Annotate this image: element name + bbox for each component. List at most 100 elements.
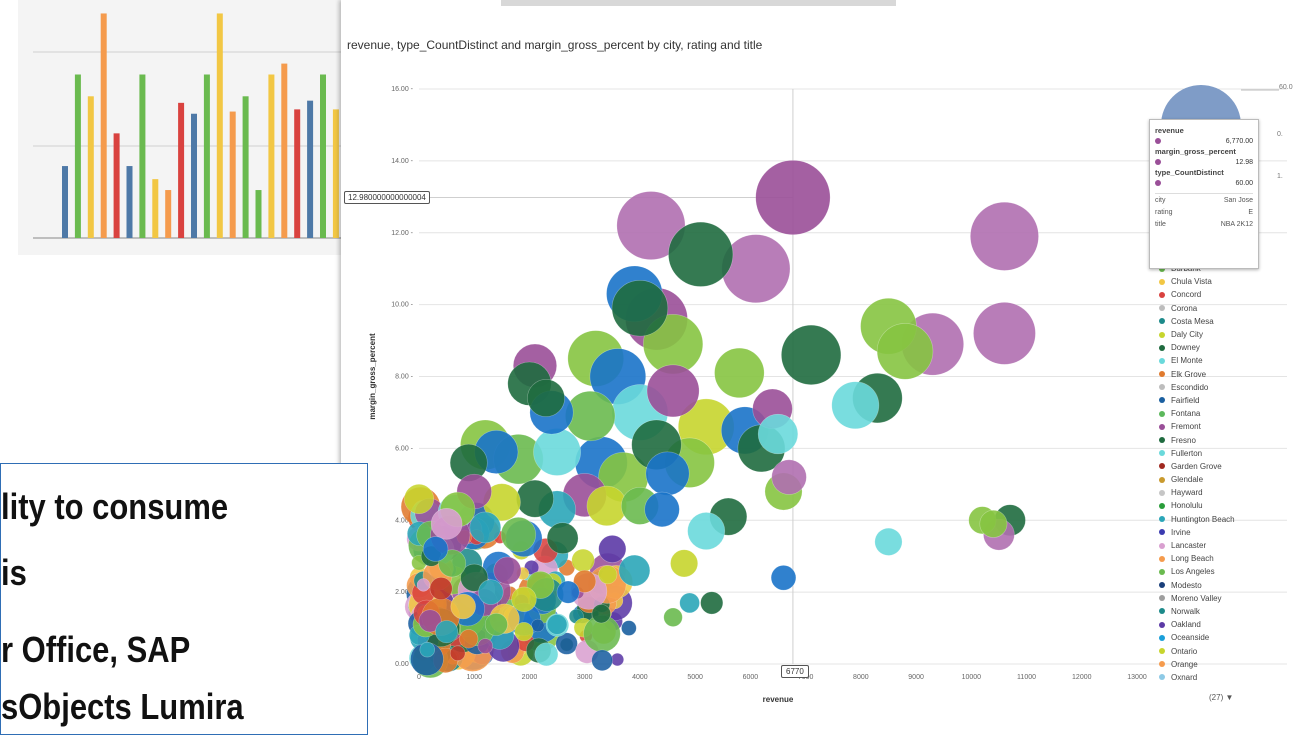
legend-item[interactable]: Fremont [1159,420,1269,433]
bubble[interactable] [618,554,651,587]
bubble[interactable] [429,577,453,600]
bar[interactable] [178,102,185,238]
legend-item[interactable]: Hayward [1159,486,1269,499]
bar[interactable] [62,166,68,238]
legend-item[interactable]: Fresno [1159,433,1269,446]
legend-item[interactable]: Modesto [1159,579,1269,592]
bubble[interactable] [714,347,765,399]
legend-item[interactable]: Huntington Beach [1159,513,1269,526]
bubble[interactable] [435,620,459,644]
bubble[interactable] [973,302,1036,365]
bubble[interactable] [757,413,799,455]
bubble[interactable] [571,548,595,573]
legend-item[interactable]: Long Beach [1159,552,1269,565]
legend-item[interactable]: Chula Vista [1159,275,1269,288]
legend-item[interactable]: Fontana [1159,407,1269,420]
bubble[interactable] [645,451,690,496]
bubble[interactable] [469,511,502,544]
bubble[interactable] [687,512,726,550]
legend-item[interactable]: Moreno Valley [1159,592,1269,605]
bubble[interactable] [598,535,627,563]
bubble[interactable] [555,632,578,655]
legend-item[interactable]: Honolulu [1159,499,1269,512]
bubble[interactable] [970,201,1039,271]
bubble[interactable] [670,549,699,578]
bar[interactable] [294,109,301,238]
legend-item[interactable]: Fairfield [1159,394,1269,407]
bubble[interactable] [616,191,686,260]
bubble[interactable] [527,379,565,417]
bubble[interactable] [531,618,545,633]
bubble[interactable] [418,609,442,633]
bubble[interactable] [874,527,903,556]
legend-item[interactable]: Orange [1159,658,1269,671]
bar[interactable] [268,74,275,239]
bubble[interactable] [450,593,476,620]
bubble[interactable] [831,381,880,430]
bar[interactable] [242,96,249,238]
legend-item[interactable]: Concord [1159,288,1269,301]
bubble[interactable] [493,556,522,585]
bubble[interactable] [781,324,842,385]
legend-item[interactable]: El Monte [1159,354,1269,367]
bar[interactable] [307,100,314,238]
bubble[interactable] [610,652,624,667]
legend-item[interactable]: Downey [1159,341,1269,354]
bubble[interactable] [534,642,559,667]
legend-item[interactable]: Ontario [1159,644,1269,657]
bubble[interactable] [586,485,627,527]
bubble[interactable] [516,479,554,518]
bar[interactable] [229,111,236,238]
bubble[interactable] [514,622,534,642]
legend-item[interactable]: Irvine [1159,526,1269,539]
bar[interactable] [100,13,107,238]
bubble[interactable] [533,428,581,476]
bubble[interactable] [556,580,580,604]
bubble[interactable] [477,638,494,654]
bubble[interactable] [644,491,680,528]
legend-more-toggle[interactable]: (27) ▼ [1209,693,1234,702]
bar[interactable] [320,74,326,239]
legend-item[interactable]: Oxnard [1159,671,1269,684]
bar[interactable] [191,113,197,238]
bubble[interactable] [430,508,463,540]
bubble[interactable] [663,607,683,627]
bubble[interactable] [611,280,669,337]
bubble[interactable] [668,221,734,287]
bubble[interactable] [700,591,724,615]
bubble[interactable] [598,565,618,585]
legend-item[interactable]: Corona [1159,302,1269,315]
legend-item[interactable]: Costa Mesa [1159,315,1269,328]
bubble[interactable] [449,645,466,661]
legend-item[interactable]: Elk Grove [1159,368,1269,381]
bar[interactable] [281,63,288,238]
bubble[interactable] [755,160,831,236]
legend-item[interactable]: Los Angeles [1159,565,1269,578]
bubble[interactable] [771,459,807,495]
bar[interactable] [332,109,339,238]
bubble[interactable] [679,592,700,614]
legend-item[interactable]: Fullerton [1159,447,1269,460]
legend-item[interactable]: Lancaster [1159,539,1269,552]
bubble[interactable] [646,364,700,418]
bubble[interactable] [591,649,613,671]
bar[interactable] [152,179,159,238]
bubble[interactable] [591,604,611,624]
bubble[interactable] [478,579,504,605]
bar[interactable] [203,74,210,239]
bubble[interactable] [511,586,537,613]
bar[interactable] [255,190,262,238]
bubble[interactable] [546,522,579,555]
bubble[interactable] [721,234,791,304]
bubble[interactable] [546,614,568,635]
bar[interactable] [216,13,223,238]
bubble[interactable] [573,569,597,593]
legend-item[interactable]: Glendale [1159,473,1269,486]
bubble[interactable] [876,323,934,380]
bubble[interactable] [459,629,479,649]
legend-item[interactable]: Garden Grove [1159,460,1269,473]
bubble[interactable] [979,509,1008,538]
bar[interactable] [87,96,94,238]
bubble[interactable] [419,641,436,658]
bar[interactable] [74,74,81,239]
